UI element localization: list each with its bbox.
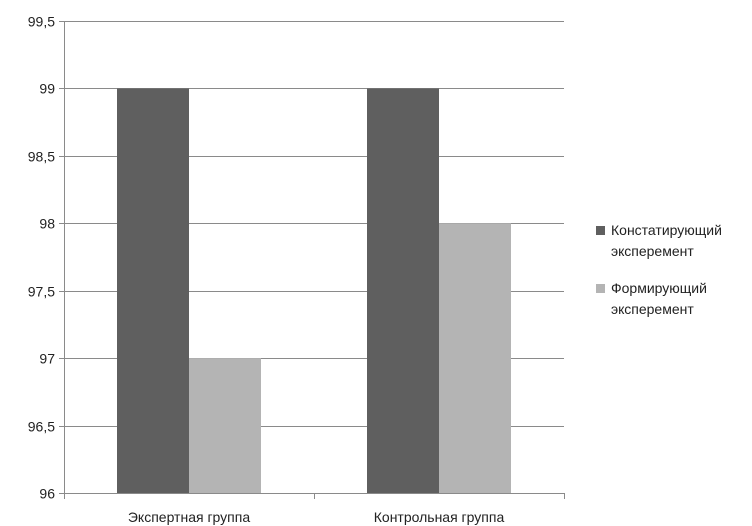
y-axis-tick-labels: 96 96,5 97 97,5 98 98,5 99 99,5 xyxy=(28,14,55,502)
bars xyxy=(117,88,511,494)
legend: Констатирующий экcперемент Формирующий экcп… xyxy=(596,222,722,317)
legend-label: экcперемент xyxy=(611,243,694,259)
bar-formiruyushchiy-0 xyxy=(189,358,261,493)
bar-konstatiruyushchiy-1 xyxy=(367,88,439,493)
x-category-label: Контрольная группа xyxy=(374,509,505,525)
y-tick-label: 99,5 xyxy=(28,14,55,30)
legend-swatch xyxy=(596,226,605,235)
axes xyxy=(59,21,565,499)
bar-konstatiruyushchiy-0 xyxy=(117,88,189,493)
legend-label: экcперемент xyxy=(611,301,694,317)
legend-label: Констатирующий xyxy=(611,222,722,238)
x-category-label: Экспертная группа xyxy=(128,509,250,525)
y-tick-label: 96 xyxy=(39,486,55,502)
y-tick-label: 99 xyxy=(39,81,55,97)
y-tick-label: 97,5 xyxy=(28,284,55,300)
y-tick-label: 98,5 xyxy=(28,149,55,165)
y-tick-label: 97 xyxy=(39,351,55,367)
x-axis-category-labels: Экспертная группа Контрольная группа xyxy=(128,509,505,525)
legend-swatch xyxy=(596,284,605,293)
y-tick-label: 96,5 xyxy=(28,419,55,435)
bar-formiruyushchiy-1 xyxy=(439,223,511,494)
legend-label: Формирующий xyxy=(611,280,707,296)
y-tick-label: 98 xyxy=(39,216,55,232)
